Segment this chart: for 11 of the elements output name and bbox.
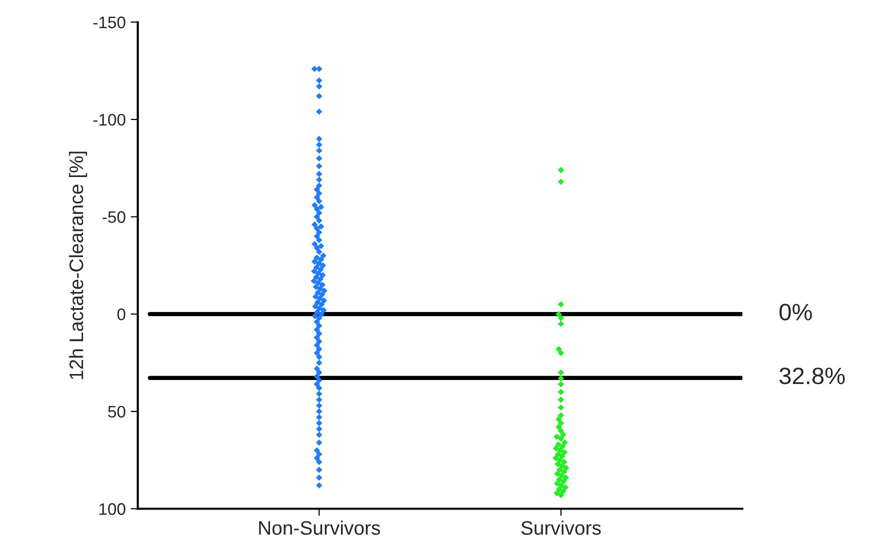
ref-line-label: 0% [780, 304, 812, 320]
ref-line-label: 32.8% [779, 368, 845, 384]
y-tick-label: -50 [102, 211, 126, 223]
x-tick-label: Survivors [521, 520, 601, 535]
x-tick-label: Non-Survivors [259, 520, 380, 535]
y-tick-label: 100 [99, 503, 126, 515]
y-axis-title: 12h Lactate-Clearance [%] [68, 152, 88, 380]
y-tick-label: 50 [108, 406, 126, 418]
y-tick-label: -100 [93, 114, 126, 126]
y-tick-label: -150 [93, 16, 126, 28]
y-tick-label: 0 [117, 308, 126, 320]
